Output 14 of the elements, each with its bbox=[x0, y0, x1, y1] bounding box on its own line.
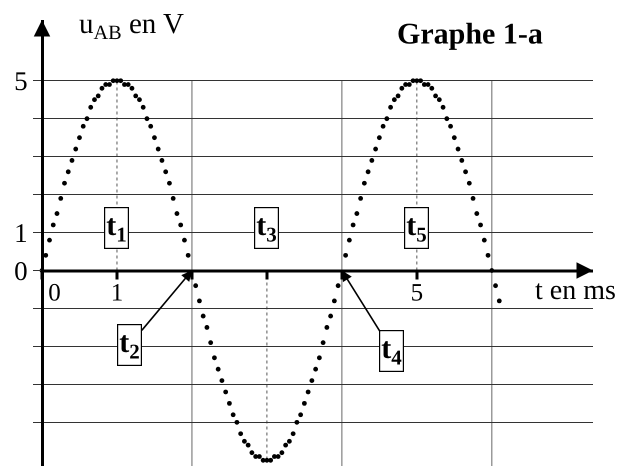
annotation: t$_{2}$ bbox=[119, 326, 140, 364]
y-tick-label: 1 bbox=[14, 218, 28, 248]
chart-title: Graphe 1-a bbox=[397, 18, 543, 51]
annotation: t$_{4}$ bbox=[381, 332, 402, 370]
annotation: t$_{1}$ bbox=[106, 209, 127, 246]
y-tick-label: 5 bbox=[14, 66, 28, 96]
x-tick-label: 5 bbox=[410, 280, 424, 307]
x-tick-label: 0 bbox=[48, 280, 61, 307]
x-tick-label: 1 bbox=[110, 280, 124, 307]
annotation: t$_{5}$ bbox=[406, 209, 427, 246]
y-axis-title: u$_{AB}$ en V bbox=[79, 8, 184, 44]
annotation: t$_{3}$ bbox=[256, 209, 277, 246]
y-tick-label: 0 bbox=[14, 256, 28, 286]
x-axis-title: t en ms bbox=[535, 275, 616, 306]
